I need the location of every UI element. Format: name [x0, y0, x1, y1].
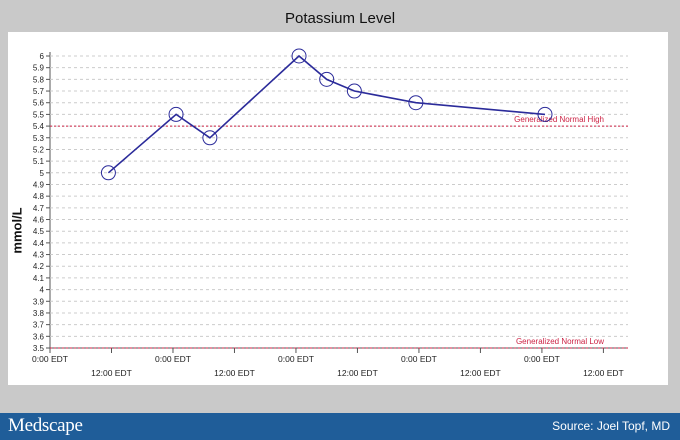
y-tick-label: 5.6 — [33, 99, 45, 108]
y-tick-label: 4.4 — [33, 239, 45, 248]
x-tick-label: 0:00 EDT — [401, 354, 437, 364]
data-point-marker — [202, 130, 218, 146]
chart-title: Potassium Level — [284, 10, 396, 27]
data-point-marker — [319, 71, 335, 87]
x-tick-label: 12:00 EDT — [460, 368, 501, 378]
data-point-marker — [168, 106, 184, 122]
y-tick-label: 3.5 — [33, 344, 45, 353]
x-tick-label: 0:00 EDT — [524, 354, 560, 364]
x-tick-label: 12:00 EDT — [214, 368, 255, 378]
y-tick-label: 3.6 — [33, 332, 45, 341]
y-tick-label: 4.7 — [33, 204, 45, 213]
y-tick-label: 5.1 — [33, 157, 45, 166]
x-tick-label: 12:00 EDT — [337, 368, 378, 378]
y-tick-label: 5.7 — [33, 87, 45, 96]
y-tick-label: 5.2 — [33, 145, 45, 154]
y-tick-label: 5.5 — [33, 110, 45, 119]
y-tick-label: 5.4 — [33, 122, 45, 131]
data-point-marker — [100, 165, 116, 181]
plot-frame: 3.5 3.6 3.7 3.8 3.9 4 4.1 4.2 4.3 4.4 4.5 4.6 4.7 4.8… — [8, 32, 668, 385]
data-point-marker — [291, 48, 307, 64]
y-tick-label: 4.5 — [33, 227, 45, 236]
source-credit: Source: Joel Topf, MD — [552, 419, 670, 433]
y-tick-label: 4.2 — [33, 262, 45, 271]
y-axis-label: mmol/L — [9, 206, 25, 254]
x-tick-label: 0:00 EDT — [155, 354, 191, 364]
y-tick-label: 5.9 — [33, 64, 45, 73]
y-tick-label: 4.1 — [33, 274, 45, 283]
y-tick-label: 4.8 — [33, 192, 45, 201]
footer-bar: Medscape Source: Joel Topf, MD — [0, 413, 680, 440]
y-tick-label: 4.6 — [33, 216, 45, 225]
x-tick-label: 12:00 EDT — [91, 368, 132, 378]
y-tick-label: 5 — [40, 169, 45, 178]
y-tick-label: 4.9 — [33, 180, 45, 189]
y-tick-label: 3.7 — [33, 321, 45, 330]
y-tick-label: 3.8 — [33, 309, 45, 318]
reference-line-label: Generalized Normal High — [514, 115, 604, 124]
medscape-logo: Medscape — [8, 415, 83, 436]
y-tick-label: 6 — [40, 52, 45, 61]
data-point-marker — [346, 83, 362, 99]
data-point-marker — [408, 95, 424, 111]
data-point-marker — [537, 106, 553, 122]
chart-svg: 3.5 3.6 3.7 3.8 3.9 4 4.1 4.2 4.3 4.4 4.5 4.6 4.7 4.8… — [32, 48, 628, 378]
y-tick-label: 4.3 — [33, 251, 45, 260]
y-tick-label: 5.3 — [33, 134, 45, 143]
y-axis-label-container: mmol/L — [2, 180, 32, 280]
x-tick-label: 12:00 EDT — [583, 368, 624, 378]
x-tick-label: 0:00 EDT — [278, 354, 314, 364]
x-tick-label: 0:00 EDT — [32, 354, 68, 364]
reference-line-label: Generalized Normal Low — [516, 337, 604, 346]
y-tick-label: 5.8 — [33, 75, 45, 84]
y-tick-label: 3.9 — [33, 297, 45, 306]
y-tick-label: 4 — [40, 286, 45, 295]
